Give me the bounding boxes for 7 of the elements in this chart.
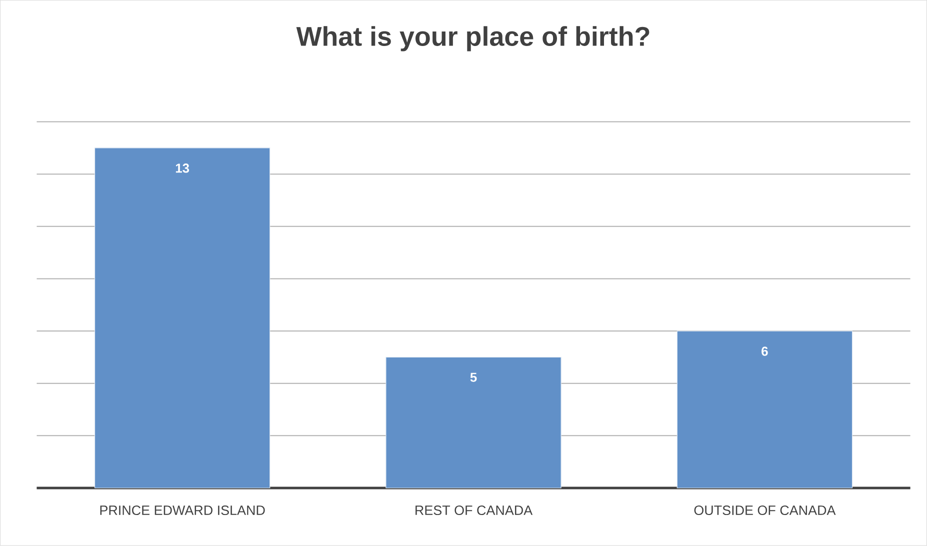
x-tick-label: REST OF CANADA xyxy=(416,506,533,516)
data-label: 13 xyxy=(176,164,190,173)
chart-title: What is your place of birth? xyxy=(296,26,650,52)
x-tick-label: PRINCE EDWARD ISLAND xyxy=(100,506,265,516)
x-tick-label: OUTSIDE OF CANADA xyxy=(694,506,836,516)
data-label: 6 xyxy=(762,346,768,356)
data-label: 5 xyxy=(470,372,477,382)
